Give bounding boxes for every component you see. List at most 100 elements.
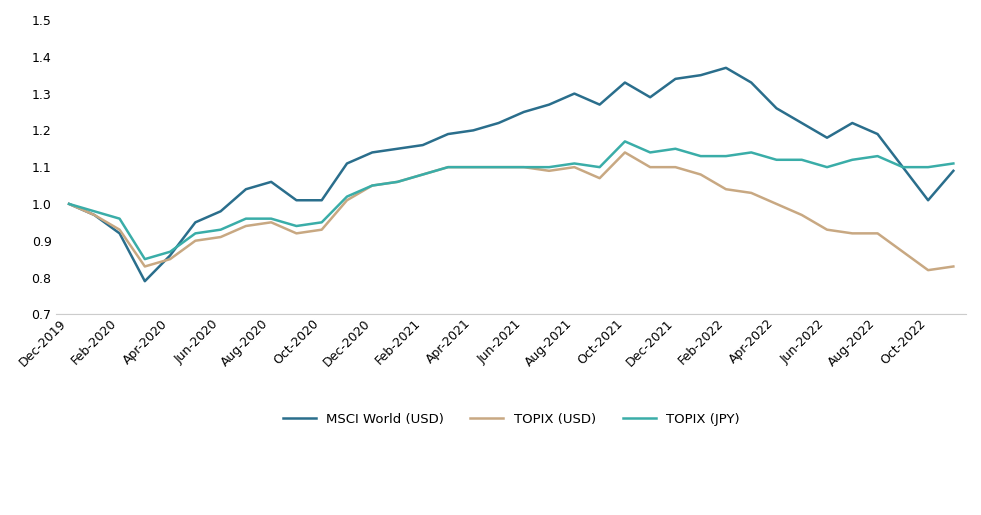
TOPIX (JPY) [63, 201, 75, 207]
TOPIX (USD) [771, 201, 783, 207]
TOPIX (JPY) [619, 139, 631, 145]
TOPIX (JPY) [114, 216, 126, 222]
MSCI World (USD) [240, 186, 252, 192]
TOPIX (JPY) [594, 164, 605, 170]
MSCI World (USD) [645, 94, 656, 100]
MSCI World (USD) [771, 105, 783, 111]
MSCI World (USD) [88, 212, 100, 218]
MSCI World (USD) [316, 197, 328, 203]
TOPIX (JPY) [847, 157, 858, 163]
TOPIX (USD) [442, 164, 454, 170]
MSCI World (USD) [164, 252, 176, 259]
TOPIX (USD) [114, 227, 126, 233]
TOPIX (JPY) [872, 153, 884, 159]
MSCI World (USD) [518, 109, 530, 115]
TOPIX (USD) [670, 164, 682, 170]
TOPIX (JPY) [189, 230, 201, 236]
Line: MSCI World (USD): MSCI World (USD) [69, 68, 954, 281]
MSCI World (USD) [265, 179, 277, 185]
TOPIX (USD) [316, 227, 328, 233]
MSCI World (USD) [442, 131, 454, 137]
TOPIX (JPY) [897, 164, 908, 170]
TOPIX (USD) [215, 234, 227, 240]
TOPIX (USD) [88, 212, 100, 218]
MSCI World (USD) [897, 164, 908, 170]
TOPIX (USD) [290, 230, 302, 236]
Legend: MSCI World (USD), TOPIX (USD), TOPIX (JPY): MSCI World (USD), TOPIX (USD), TOPIX (JP… [278, 408, 745, 431]
MSCI World (USD) [341, 160, 353, 166]
TOPIX (USD) [645, 164, 656, 170]
TOPIX (JPY) [366, 182, 378, 188]
MSCI World (USD) [670, 76, 682, 82]
TOPIX (USD) [341, 197, 353, 203]
MSCI World (USD) [619, 79, 631, 85]
TOPIX (JPY) [645, 149, 656, 156]
TOPIX (JPY) [467, 164, 479, 170]
MSCI World (USD) [114, 230, 126, 236]
TOPIX (USD) [240, 223, 252, 229]
TOPIX (USD) [543, 168, 555, 174]
TOPIX (USD) [695, 171, 706, 178]
MSCI World (USD) [821, 134, 833, 141]
TOPIX (USD) [897, 249, 908, 255]
MSCI World (USD) [189, 219, 201, 226]
TOPIX (JPY) [518, 164, 530, 170]
MSCI World (USD) [215, 208, 227, 214]
TOPIX (JPY) [771, 157, 783, 163]
MSCI World (USD) [290, 197, 302, 203]
TOPIX (USD) [594, 175, 605, 181]
MSCI World (USD) [492, 120, 504, 126]
TOPIX (USD) [164, 256, 176, 262]
TOPIX (USD) [796, 212, 807, 218]
TOPIX (USD) [139, 263, 151, 269]
TOPIX (JPY) [391, 179, 403, 185]
MSCI World (USD) [139, 278, 151, 284]
MSCI World (USD) [417, 142, 429, 148]
TOPIX (USD) [518, 164, 530, 170]
MSCI World (USD) [366, 149, 378, 156]
TOPIX (JPY) [139, 256, 151, 262]
TOPIX (USD) [922, 267, 934, 273]
TOPIX (JPY) [543, 164, 555, 170]
MSCI World (USD) [746, 79, 757, 85]
MSCI World (USD) [847, 120, 858, 126]
TOPIX (JPY) [670, 146, 682, 152]
TOPIX (USD) [189, 237, 201, 244]
Line: TOPIX (JPY): TOPIX (JPY) [69, 142, 954, 259]
TOPIX (USD) [391, 179, 403, 185]
MSCI World (USD) [796, 120, 807, 126]
TOPIX (JPY) [215, 227, 227, 233]
MSCI World (USD) [872, 131, 884, 137]
TOPIX (JPY) [720, 153, 732, 159]
TOPIX (JPY) [417, 171, 429, 178]
TOPIX (JPY) [948, 160, 959, 166]
MSCI World (USD) [568, 91, 580, 97]
TOPIX (JPY) [796, 157, 807, 163]
TOPIX (JPY) [316, 219, 328, 226]
TOPIX (USD) [265, 219, 277, 226]
MSCI World (USD) [922, 197, 934, 203]
TOPIX (JPY) [568, 160, 580, 166]
MSCI World (USD) [594, 101, 605, 108]
Line: TOPIX (USD): TOPIX (USD) [69, 152, 954, 270]
TOPIX (USD) [948, 263, 959, 269]
TOPIX (USD) [492, 164, 504, 170]
TOPIX (JPY) [240, 216, 252, 222]
TOPIX (USD) [872, 230, 884, 236]
TOPIX (USD) [366, 182, 378, 188]
MSCI World (USD) [467, 127, 479, 133]
TOPIX (JPY) [265, 216, 277, 222]
MSCI World (USD) [543, 101, 555, 108]
TOPIX (JPY) [88, 208, 100, 214]
TOPIX (USD) [821, 227, 833, 233]
TOPIX (JPY) [341, 194, 353, 200]
TOPIX (USD) [746, 190, 757, 196]
MSCI World (USD) [695, 72, 706, 78]
TOPIX (JPY) [821, 164, 833, 170]
TOPIX (JPY) [164, 249, 176, 255]
MSCI World (USD) [948, 168, 959, 174]
TOPIX (JPY) [442, 164, 454, 170]
TOPIX (USD) [568, 164, 580, 170]
TOPIX (JPY) [746, 149, 757, 156]
MSCI World (USD) [63, 201, 75, 207]
